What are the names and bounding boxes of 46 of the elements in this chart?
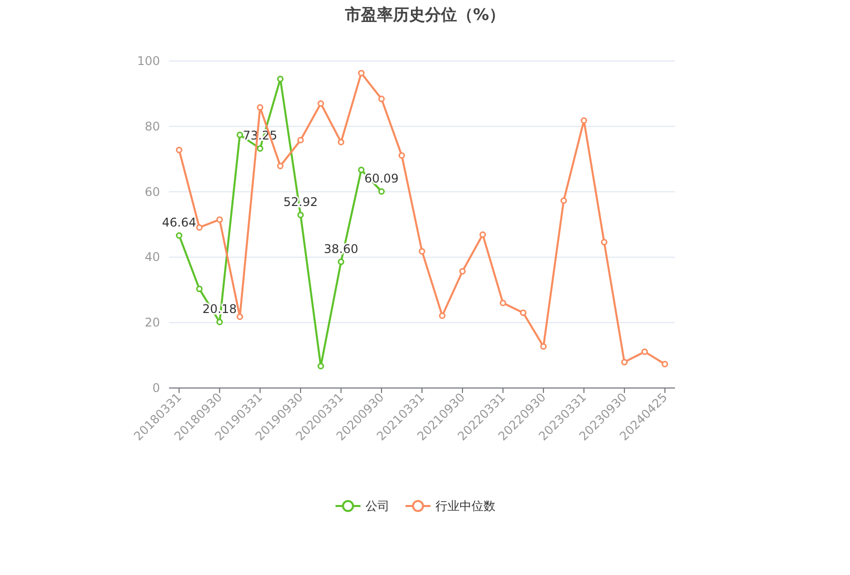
point	[256, 104, 264, 111]
chart-title: 市盈率历史分位（%）	[344, 5, 506, 24]
point	[176, 232, 182, 239]
data-label: 46.64	[162, 215, 196, 230]
point	[621, 358, 628, 366]
point	[196, 224, 203, 231]
point	[338, 258, 344, 266]
point	[662, 360, 668, 368]
point	[418, 248, 426, 255]
y-tick-label: 40	[144, 250, 160, 264]
point	[358, 166, 365, 174]
y-tick-label: 60	[144, 184, 160, 199]
point	[438, 312, 446, 319]
legend-label: 公司	[366, 499, 390, 513]
point	[196, 286, 203, 292]
point	[338, 138, 344, 146]
legend-label: 行业中位数	[436, 499, 496, 513]
point	[358, 70, 365, 76]
point	[520, 310, 526, 316]
point	[256, 145, 264, 152]
point	[236, 313, 244, 320]
point	[479, 231, 486, 238]
point	[500, 300, 506, 306]
point	[459, 268, 466, 275]
point	[560, 197, 567, 204]
point	[277, 162, 284, 170]
point	[398, 152, 406, 159]
point	[176, 146, 182, 154]
point	[580, 117, 588, 124]
y-tick-label: 100	[137, 54, 160, 68]
point	[540, 343, 547, 350]
y-tick-label: 0	[152, 381, 160, 395]
point	[277, 76, 284, 82]
point	[318, 100, 324, 107]
point	[378, 188, 385, 195]
point	[297, 136, 304, 144]
point	[641, 348, 648, 355]
y-tick-label: 20	[144, 316, 160, 330]
point	[216, 216, 223, 223]
y-tick-label: 80	[144, 119, 160, 134]
point	[318, 362, 324, 370]
point	[236, 132, 244, 138]
point	[297, 212, 304, 218]
point	[216, 318, 223, 326]
point	[600, 238, 608, 246]
point	[378, 96, 385, 102]
